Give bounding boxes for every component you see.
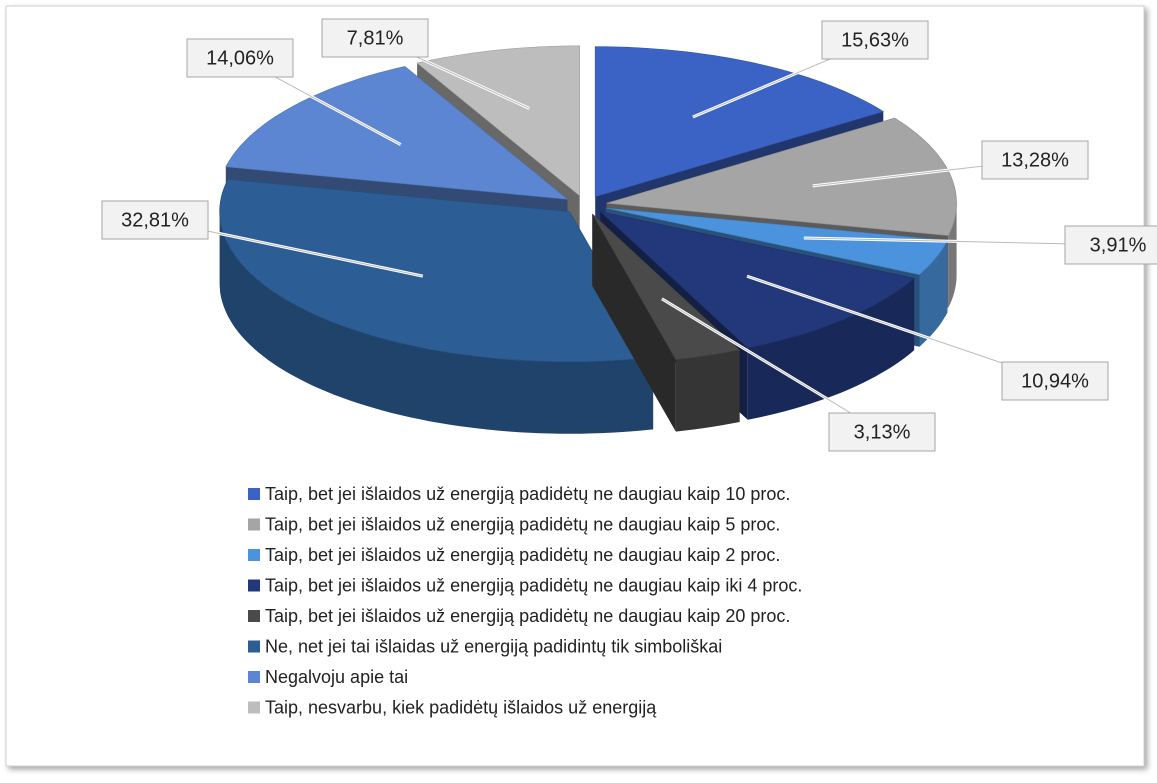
pie: [219, 45, 957, 434]
slice-wall: [948, 203, 957, 308]
legend-swatch: [248, 518, 260, 531]
legend-label: Negalvoju apie tai: [265, 667, 408, 687]
pie-slice: [605, 207, 948, 276]
data-label: 3,13%: [854, 421, 911, 443]
slice-wall: [747, 278, 915, 420]
label-box: [1064, 225, 1157, 265]
data-label: 3,91%: [1090, 234, 1147, 256]
data-label: 14,06%: [206, 47, 274, 69]
legend-swatch: [248, 640, 260, 653]
leader-line: [661, 298, 883, 433]
label-box: [981, 140, 1089, 180]
data-label: 13,28%: [1001, 149, 1069, 171]
data-label: 7,81%: [347, 27, 404, 49]
legend-swatch: [248, 579, 260, 592]
legend-label: Taip, bet jei išlaidos už energiją padid…: [265, 545, 780, 565]
legend-label: Ne, net jei tai išlaidas už energiją pad…: [265, 636, 722, 656]
legend-label: Taip, bet jei išlaidos už energiją padid…: [265, 484, 790, 504]
data-labels: 15,63% 13,28% 3,91% 10,94% 3,13% 32,81% 14,06%…: [101, 18, 1157, 452]
slice-wall: [219, 211, 654, 434]
data-label: 32,81%: [121, 209, 189, 231]
legend-swatch: [248, 671, 260, 683]
slice-wall: [675, 350, 740, 432]
pie-slice: [594, 46, 885, 198]
legend-label: Taip, nesvarbu, kiek padidėtų išlaidos u…: [265, 697, 657, 717]
pie-slice: [416, 45, 581, 197]
pie-slice: [225, 66, 569, 200]
legend-label: Taip, bet jei išlaidos už energiją padid…: [265, 606, 790, 626]
legend-swatch: [248, 701, 260, 714]
label-box: [821, 20, 929, 60]
label-box: [101, 200, 209, 240]
legend-swatch: [248, 488, 260, 500]
legend-label: Taip, bet jei išlaidos už energiją padid…: [265, 514, 780, 534]
slice-wall: [919, 240, 948, 347]
data-label: 15,63%: [841, 29, 909, 51]
legend-swatch: [248, 549, 260, 561]
legend-swatch: [248, 610, 260, 622]
label-box: [1001, 361, 1109, 401]
label-box: [321, 18, 429, 58]
data-label: 10,94%: [1021, 370, 1089, 392]
pie-slice: [219, 178, 654, 363]
pie-slice: [606, 117, 957, 236]
label-box: [828, 412, 936, 452]
legend-label: Taip, bet jei išlaidos už energiją padid…: [265, 575, 802, 595]
legend: Taip, bet jei išlaidos už energiją padid…: [248, 484, 802, 717]
slice-side: [592, 213, 676, 432]
label-box: [186, 38, 294, 78]
